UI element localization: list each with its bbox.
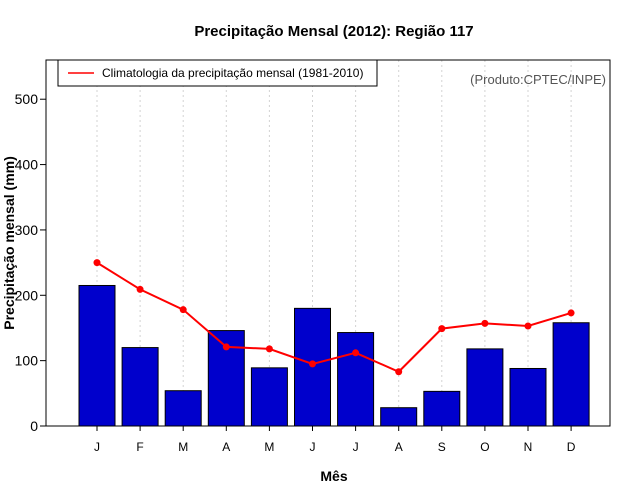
bar-m-3 [164, 390, 202, 427]
x-tick-label: J [94, 440, 100, 454]
climatology-point-7 [352, 349, 360, 357]
x-tick-label: F [136, 440, 143, 454]
bar-j-7 [337, 332, 375, 427]
climatology-point-3 [179, 306, 187, 314]
climatology-point-8 [395, 368, 403, 376]
climatology-point-2 [136, 285, 144, 293]
x-tick-label: M [178, 440, 188, 454]
legend-entry: Climatologia da precipitação mensal (198… [102, 66, 363, 80]
credit-annotation: (Produto:CPTEC/INPE) [470, 72, 606, 87]
bar-o-10 [466, 348, 504, 427]
x-tick-label: O [480, 440, 489, 454]
legend: Climatologia da precipitação mensal (198… [57, 59, 378, 87]
climatology-point-12 [567, 309, 575, 317]
x-tick-label: J [353, 440, 359, 454]
climatology-point-6 [309, 360, 316, 368]
y-tick-label: 400 [15, 157, 39, 173]
climatology-point-1 [93, 259, 101, 267]
climatology-point-10 [481, 319, 489, 327]
bar-d-12 [552, 322, 590, 427]
climatology-point-11 [524, 322, 532, 330]
y-tick-label: 300 [15, 222, 39, 238]
x-tick-label: D [567, 440, 576, 454]
y-axis-label: Precipitação mensal (mm) [1, 156, 17, 330]
y-tick-label: 500 [15, 91, 39, 107]
climatology-point-9 [438, 325, 446, 333]
x-axis-label: Mês [320, 468, 347, 484]
y-axis: 0 100 200 300 400 500 [15, 91, 46, 434]
bar-s-9 [423, 390, 461, 427]
y-tick-label: 100 [15, 353, 39, 369]
climatology-line [96, 261, 572, 373]
x-tick-label: S [438, 440, 446, 454]
bar-j-1 [78, 284, 116, 427]
bar-series [78, 284, 590, 427]
x-tick-label: J [310, 440, 316, 454]
x-tick-label: A [395, 440, 403, 454]
bar-f-2 [121, 347, 159, 427]
bar-m-5 [250, 367, 288, 427]
bar-a-8 [380, 407, 418, 427]
x-tick-label: A [222, 440, 230, 454]
climatology-point-4 [222, 343, 230, 351]
climatology-point-5 [265, 345, 273, 353]
line-series [93, 259, 575, 376]
bar-n-11 [509, 367, 547, 427]
y-tick-label: 0 [30, 418, 38, 434]
y-tick-label: 200 [15, 287, 39, 303]
x-tick-label: M [264, 440, 274, 454]
chart-title: Precipitação Mensal (2012): Região 117 [194, 23, 473, 40]
x-tick-label: N [524, 440, 533, 454]
legend-box [57, 59, 378, 87]
